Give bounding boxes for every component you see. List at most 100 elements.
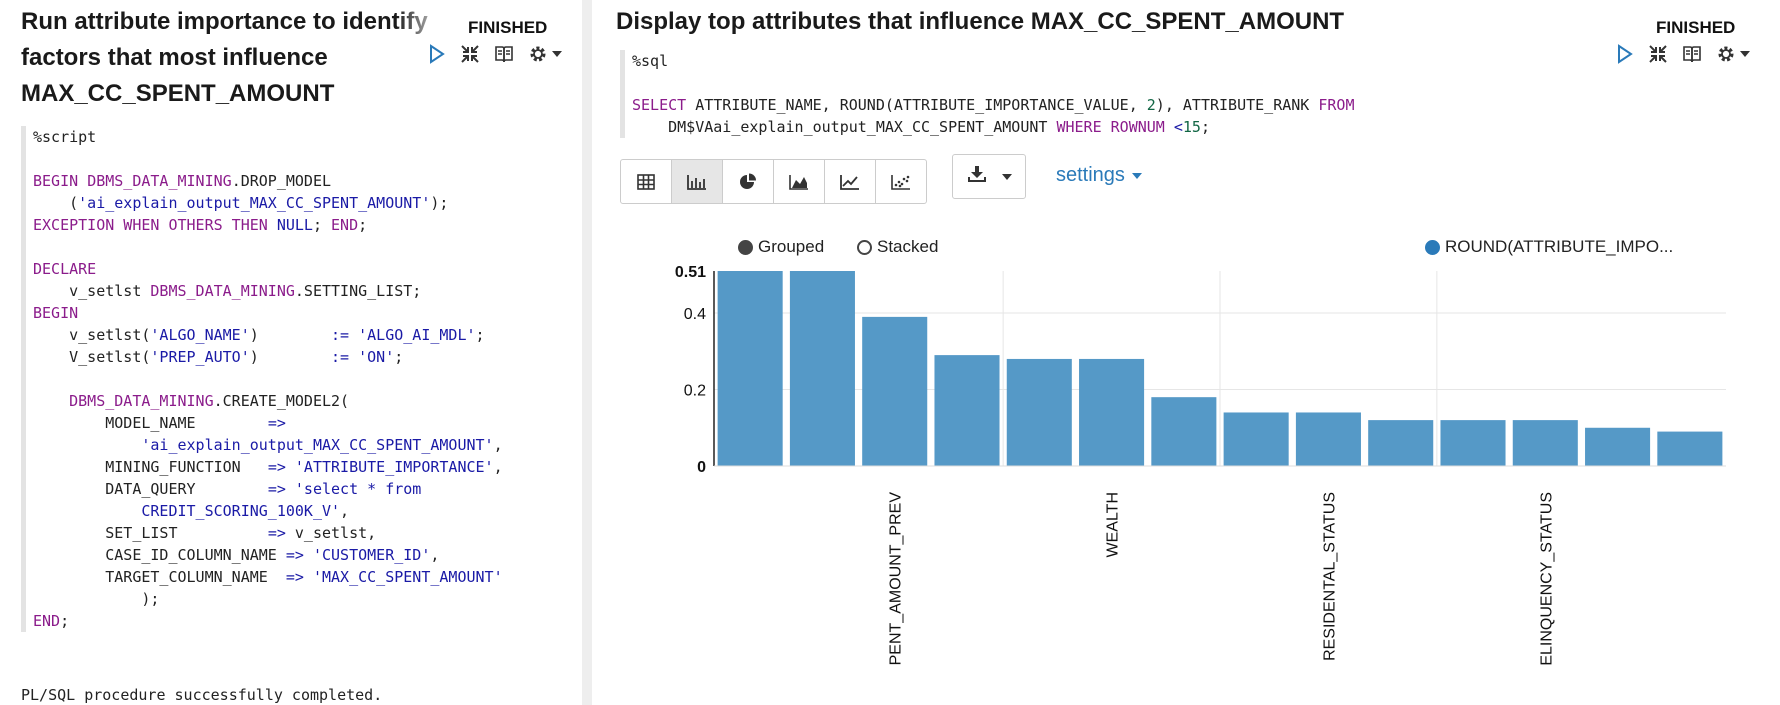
code-token: 'ai_explain_output_MAX_CC_SPENT_AMOUNT' — [78, 194, 431, 212]
code-token: MINING_FUNCTION — [33, 458, 268, 476]
x-tick-labels: PENT_AMOUNT_PREV WEALTH RESIDENTAL_STATUS E… — [888, 492, 1556, 666]
code-token: FROM — [1318, 96, 1355, 114]
series-color-swatch — [1425, 239, 1440, 255]
pie-chart-button[interactable] — [723, 160, 774, 203]
code-token: => — [267, 480, 286, 498]
series-legend-item[interactable]: ROUND(ATTRIBUTE_IMPO... — [1425, 237, 1673, 257]
code-token: ) — [249, 326, 332, 344]
code-token: TARGET_COLUMN_NAME — [33, 568, 286, 586]
paragraph-controls — [1616, 44, 1751, 64]
bar[interactable] — [1657, 431, 1723, 466]
code-token: := — [331, 348, 350, 366]
bar[interactable] — [717, 271, 783, 466]
bar[interactable] — [1440, 420, 1506, 466]
code-token: CASE_ID_COLUMN_NAME — [33, 546, 286, 564]
scatter-chart-button[interactable] — [876, 160, 926, 203]
code-token: %sql — [632, 52, 669, 70]
area-chart-icon — [789, 174, 808, 190]
code-token: 'ALGO_NAME' — [150, 326, 250, 344]
code-token: DBMS_DATA_MINING — [69, 392, 214, 410]
code-token: EXCEPTION WHEN OTHERS THEN — [33, 216, 277, 234]
code-token: MODEL_NAME — [33, 414, 268, 432]
gear-icon[interactable] — [1716, 44, 1751, 64]
shrink-icon[interactable] — [460, 44, 480, 64]
paragraph-title: Display top attributes that influence MA… — [616, 8, 1345, 35]
run-icon[interactable] — [1616, 44, 1634, 64]
code-token: 'select * from — [294, 480, 422, 498]
code-line: V_setlst('PREP_AUTO') := 'ON'; — [33, 346, 503, 368]
bar[interactable] — [1368, 420, 1434, 466]
code-token: v_setlst( — [33, 326, 151, 344]
code-token: NULL — [276, 216, 313, 234]
code-token: SET_LIST — [33, 524, 268, 542]
settings-link[interactable]: settings — [1056, 164, 1143, 187]
code-token: ; — [60, 612, 70, 630]
status-label: FINISHED — [468, 18, 548, 37]
scatter-chart-icon — [891, 174, 910, 190]
x-tick-label: WEALTH — [1105, 492, 1122, 557]
code-line: %sql — [632, 50, 1354, 72]
y-tick-label: 0.2 — [684, 383, 706, 400]
code-token: 'CUSTOMER_ID' — [312, 546, 431, 564]
bar[interactable] — [1512, 420, 1578, 466]
bar[interactable] — [1006, 358, 1072, 466]
table-view-button[interactable] — [621, 160, 672, 203]
code-line: %script — [33, 126, 503, 148]
code-line: BEGIN — [33, 302, 503, 324]
code-line: SELECT ATTRIBUTE_NAME, ROUND(ATTRIBUTE_I… — [632, 94, 1354, 116]
gear-icon[interactable] — [528, 44, 563, 64]
download-dropdown[interactable] — [952, 154, 1026, 199]
code-token: => — [285, 568, 304, 586]
bar-chart-button[interactable] — [672, 160, 723, 203]
code-token: ); — [33, 590, 160, 608]
chevron-down-icon — [1001, 168, 1013, 186]
code-token: , — [430, 546, 440, 564]
bar[interactable] — [1151, 397, 1217, 466]
code-line: DBMS_DATA_MINING.CREATE_MODEL2( — [33, 390, 503, 412]
book-icon[interactable] — [1682, 44, 1702, 64]
bar[interactable] — [1079, 358, 1145, 466]
code-token: ; — [1200, 118, 1210, 136]
line-chart-button[interactable] — [825, 160, 876, 203]
bar[interactable] — [1223, 412, 1289, 466]
table-icon — [637, 173, 655, 190]
code-line: DATA_QUERY => 'select * from — [33, 478, 503, 500]
bar[interactable] — [862, 316, 928, 466]
settings-label: settings — [1056, 164, 1125, 186]
code-line: v_setlst('ALGO_NAME') := 'ALGO_AI_MDL'; — [33, 324, 503, 346]
code-line: DM$VAai_explain_output_MAX_CC_SPENT_AMOU… — [632, 116, 1354, 138]
paragraph-divider[interactable] — [582, 0, 592, 705]
code-token: DECLARE — [33, 260, 97, 278]
code-line: BEGIN DBMS_DATA_MINING.DROP_MODEL — [33, 170, 503, 192]
book-icon[interactable] — [494, 44, 514, 64]
code-token: 2 — [1146, 96, 1156, 114]
code-line: TARGET_COLUMN_NAME => 'MAX_CC_SPENT_AMOU… — [33, 566, 503, 588]
code-editor[interactable]: %script BEGIN DBMS_DATA_MINING.DROP_MODE… — [21, 126, 503, 632]
code-token: => — [285, 546, 304, 564]
code-token: END — [331, 216, 359, 234]
code-editor[interactable]: %sql SELECT ATTRIBUTE_NAME, ROUND(ATTRIB… — [620, 50, 1354, 138]
bar[interactable] — [1585, 427, 1651, 466]
run-icon[interactable] — [428, 44, 446, 64]
code-line — [33, 148, 503, 170]
code-token: 'ALGO_AI_MDL' — [358, 326, 476, 344]
code-token: 'MAX_CC_SPENT_AMOUNT' — [312, 568, 503, 586]
code-token: .DROP_MODEL — [231, 172, 332, 190]
code-token: DBMS_DATA_MINING — [150, 282, 295, 300]
grouped-radio[interactable]: Grouped — [738, 237, 824, 257]
code-token: DATA_QUERY — [33, 480, 268, 498]
chevron-down-icon — [1131, 172, 1142, 179]
shrink-icon[interactable] — [1648, 44, 1668, 64]
bar[interactable] — [1295, 412, 1361, 466]
code-token: DM$VAai_explain_output_MAX_CC_SPENT_AMOU… — [632, 118, 1057, 136]
code-token: .CREATE_MODEL2( — [213, 392, 350, 410]
bar[interactable] — [934, 355, 1000, 466]
code-line: EXCEPTION WHEN OTHERS THEN NULL; END; — [33, 214, 503, 236]
stacked-radio[interactable]: Stacked — [857, 237, 938, 257]
bar[interactable] — [789, 271, 855, 466]
area-chart-button[interactable] — [774, 160, 825, 203]
paragraph-right: Display top attributes that influence MA… — [592, 0, 1780, 705]
code-token: ; — [475, 326, 485, 344]
code-token: 'ON' — [358, 348, 395, 366]
code-line: 'ai_explain_output_MAX_CC_SPENT_AMOUNT', — [33, 434, 503, 456]
